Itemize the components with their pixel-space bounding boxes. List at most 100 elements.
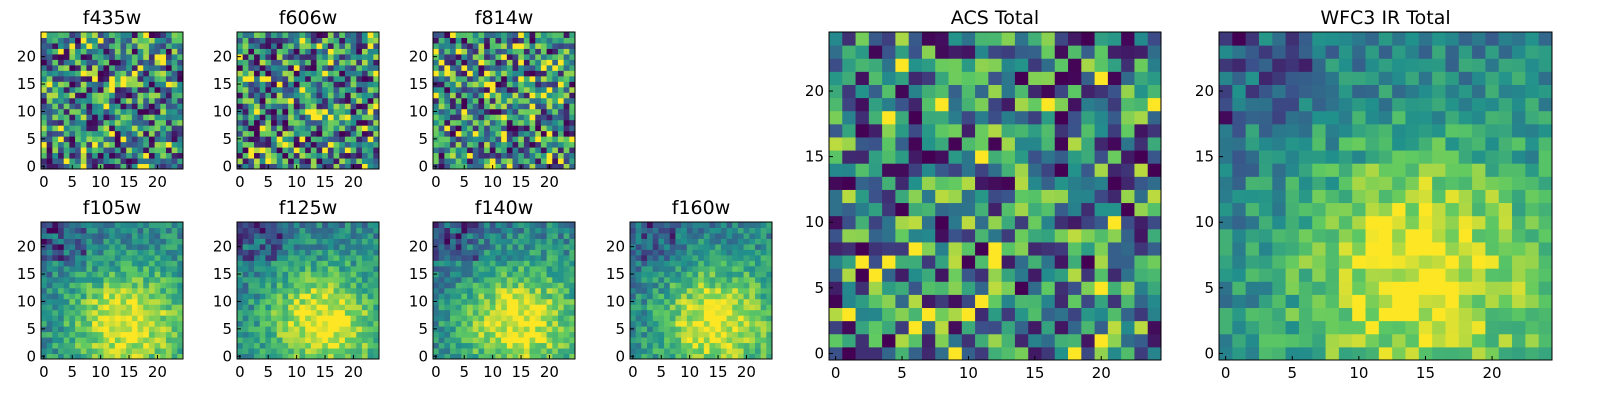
heatmap-cell — [92, 163, 99, 170]
heatmap-cell — [254, 32, 261, 38]
heatmap-cell — [160, 97, 167, 104]
heatmap-cell — [92, 152, 99, 159]
heatmap-cell — [248, 114, 255, 121]
heatmap-cell — [455, 59, 462, 66]
heatmap-cell — [276, 97, 283, 104]
heatmap-cell — [148, 260, 156, 267]
heatmap-cell — [131, 81, 139, 88]
heatmap-cell — [552, 119, 559, 126]
heatmap-cell — [58, 249, 65, 256]
heatmap-cell — [46, 81, 53, 88]
heatmap-cell — [58, 342, 65, 349]
heatmap-cell — [518, 48, 525, 55]
heatmap-cell — [92, 331, 99, 338]
heatmap-cell — [333, 304, 340, 311]
heatmap-cell — [69, 232, 76, 239]
heatmap-cell — [749, 265, 756, 272]
heatmap-cell — [148, 265, 156, 272]
heatmap-cell — [322, 108, 329, 115]
heatmap-cell — [868, 294, 883, 309]
heatmap-cell — [669, 353, 676, 360]
heatmap-cell — [546, 92, 553, 99]
heatmap-cell — [137, 260, 144, 267]
heatmap-cell — [495, 243, 502, 250]
heatmap-cell — [461, 222, 468, 228]
heatmap-cell — [895, 255, 910, 269]
heatmap-cell — [732, 331, 739, 338]
heatmap-cell — [495, 331, 502, 338]
heatmap-cell — [749, 348, 756, 355]
heatmap-cell — [540, 37, 548, 44]
heatmap-cell — [512, 287, 519, 294]
heatmap-cell — [472, 260, 479, 267]
heatmap-cell — [80, 315, 87, 322]
x-tick-label: 15 — [708, 363, 727, 381]
heatmap-cell — [114, 97, 122, 104]
heatmap-cell — [109, 287, 116, 294]
heatmap-cell — [299, 276, 306, 283]
heatmap-cell — [58, 326, 65, 333]
heatmap-cell — [137, 276, 144, 283]
heatmap-cell — [975, 333, 989, 348]
heatmap-cell — [495, 158, 502, 165]
x-tick-label: 5 — [459, 363, 469, 381]
heatmap-cell — [148, 271, 156, 278]
heatmap-cell — [518, 130, 525, 137]
heatmap-cell — [248, 227, 255, 234]
heatmap-cell — [754, 320, 762, 327]
heatmap-cell — [1147, 268, 1162, 282]
heatmap-cell — [271, 337, 278, 344]
heatmap-cell — [126, 254, 133, 261]
heatmap-cell — [305, 64, 312, 71]
heatmap-cell — [732, 249, 739, 256]
axes-frame — [236, 31, 380, 170]
heatmap-cell — [58, 64, 65, 71]
heatmap-cell — [148, 108, 156, 115]
heatmap-cell — [484, 136, 491, 143]
heatmap-cell — [80, 260, 87, 267]
heatmap-cell — [259, 42, 266, 49]
heatmap-cell — [478, 315, 485, 322]
heatmap-cell — [92, 53, 99, 60]
heatmap-cell — [908, 268, 923, 282]
heatmap-cell — [171, 331, 178, 338]
heatmap-cell — [126, 75, 133, 82]
y-tick-label: 10 — [17, 292, 36, 310]
heatmap-cell — [455, 53, 462, 60]
heatmap-cell — [293, 125, 300, 132]
heatmap-cell — [92, 232, 99, 239]
heatmap-cell — [495, 119, 502, 126]
heatmap-cell — [692, 293, 699, 300]
heatmap-cell — [461, 37, 468, 44]
heatmap-cell — [1081, 136, 1096, 151]
heatmap-cell — [160, 243, 167, 250]
heatmap-cell — [478, 37, 485, 44]
heatmap-cell — [350, 271, 357, 278]
heatmap-cell — [126, 125, 133, 132]
heatmap-cell — [518, 64, 525, 71]
heatmap-cell — [681, 342, 688, 349]
heatmap-cell — [282, 92, 289, 99]
heatmap-cell — [361, 97, 369, 104]
heatmap-cell — [743, 337, 750, 344]
heatmap-cell — [160, 37, 167, 44]
heatmap-cell — [766, 254, 773, 261]
heatmap-cell — [103, 254, 110, 261]
heatmap-cell — [552, 92, 559, 99]
heatmap-cell — [658, 243, 665, 250]
heatmap-cell — [63, 293, 70, 300]
heatmap-cell — [80, 152, 87, 159]
heatmap-cell — [720, 287, 728, 294]
heatmap-cell — [647, 276, 654, 283]
heatmap-cell — [563, 125, 570, 132]
heatmap-cell — [327, 108, 335, 115]
heatmap-cell — [523, 254, 531, 261]
heatmap-cell — [1147, 123, 1162, 138]
heatmap-cell — [478, 282, 485, 289]
heatmap-cell — [154, 265, 161, 272]
heatmap-cell — [635, 309, 642, 316]
heatmap-cell — [293, 92, 300, 99]
heatmap-cell — [760, 309, 767, 316]
heatmap-cell — [310, 249, 318, 256]
heatmap-cell — [472, 64, 479, 71]
